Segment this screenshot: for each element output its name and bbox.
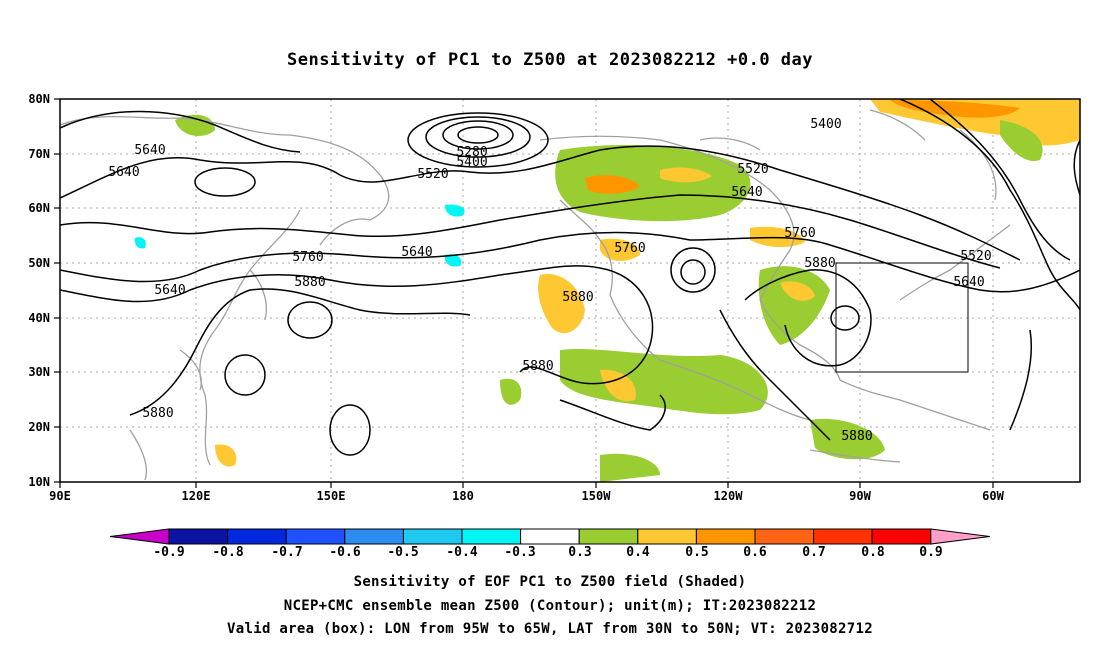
colorbar-swatch	[578, 528, 639, 545]
caption-shaded: Sensitivity of EOF PC1 to Z500 field (Sh…	[353, 574, 747, 590]
lat-label: 50N	[28, 256, 50, 270]
lon-label: 150E	[317, 489, 346, 503]
plot-title: Sensitivity of PC1 to Z500 at 2023082212…	[286, 50, 813, 70]
contour-label: 5640	[731, 185, 762, 200]
contour-label: 5640	[953, 275, 984, 290]
caption-valid-area: Valid area (box): LON from 95W to 65W, L…	[227, 621, 873, 637]
contour-label: 5760	[292, 250, 323, 265]
lat-label: 30N	[28, 365, 50, 379]
colorbar-label: -0.3	[504, 545, 535, 560]
contour-label: 5880	[841, 429, 872, 444]
contour-label: 5640	[401, 245, 432, 260]
contour-labels: 5280 5400 5400 5520 5520 5520 5640 5640 …	[108, 117, 991, 444]
contour-label: 5640	[108, 165, 139, 180]
contour-label: 5880	[294, 275, 325, 290]
plot-frame	[59, 98, 1081, 483]
lon-label: 90E	[49, 489, 71, 503]
contour-label: 5400	[456, 155, 487, 170]
z500-contours	[60, 99, 1080, 456]
colorbar-label: -0.4	[446, 545, 477, 560]
contour-label: 5880	[522, 359, 553, 374]
lat-label: 70N	[28, 147, 50, 161]
colorbar-label: -0.7	[271, 545, 302, 560]
colorbar-label: 0.3	[568, 545, 591, 560]
colorbar-end-right	[930, 528, 990, 545]
colorbar-swatch	[227, 528, 287, 545]
colorbar-swatch	[344, 528, 404, 545]
colorbar-label: 0.7	[802, 545, 825, 560]
colorbar-swatch	[402, 528, 463, 545]
contour-label: 5760	[614, 241, 645, 256]
valid-area-box	[835, 262, 969, 373]
colorbar-label: 0.6	[743, 545, 767, 560]
lat-label: 10N	[28, 475, 50, 489]
contour-label: 5280	[456, 145, 487, 160]
caption-contour: NCEP+CMC ensemble mean Z500 (Contour); u…	[283, 598, 817, 614]
colorbar-label: 0.9	[919, 545, 942, 560]
colorbar-label: 0.5	[685, 545, 708, 560]
lon-label: 60W	[982, 489, 1004, 503]
contour-label: 5520	[417, 167, 448, 182]
lat-label: 20N	[28, 420, 50, 434]
sensitivity-shading	[134, 99, 1080, 482]
lon-label: 120E	[182, 489, 211, 503]
lon-label: 120W	[714, 489, 744, 503]
colorbar-swatch	[695, 528, 756, 545]
lat-label: 40N	[28, 311, 50, 325]
lat-label: 80N	[28, 92, 50, 106]
contour-label: 5880	[142, 406, 173, 421]
latitude-labels: 80N 70N 60N 50N 40N 30N 20N 10N	[28, 92, 50, 489]
axis-ticks	[54, 98, 994, 488]
colorbar-label: -0.6	[329, 545, 360, 560]
contour-label: 5520	[960, 249, 991, 264]
colorbar-swatch	[520, 528, 580, 545]
contour-label: 5880	[562, 290, 593, 305]
colorbar-labels: -0.9 -0.8 -0.7 -0.6 -0.5 -0.4 -0.3 0.3 0…	[153, 545, 942, 560]
colorbar-swatch	[637, 528, 697, 545]
colorbar-swatch	[461, 528, 522, 545]
colorbar-swatch	[285, 528, 346, 545]
colorbar-label: -0.5	[387, 545, 418, 560]
coastlines	[60, 109, 1011, 481]
lat-label: 60N	[28, 201, 50, 215]
colorbar-swatch	[813, 528, 873, 545]
colorbar-label: 0.8	[861, 545, 885, 560]
longitude-labels: 90E 120E 150E 180 150W 120W 90W 60W	[49, 489, 1004, 503]
lon-label: 150W	[582, 489, 612, 503]
contour-label: 5640	[134, 143, 165, 158]
contour-label: 5520	[737, 162, 768, 177]
colorbar-label: -0.8	[212, 545, 243, 560]
lon-label: 180	[452, 489, 474, 503]
lon-label: 90W	[849, 489, 871, 503]
colorbar-end-left	[109, 528, 170, 545]
colorbar-label: 0.4	[626, 545, 650, 560]
colorbar-swatch	[168, 528, 229, 545]
contour-label: 5640	[154, 283, 185, 298]
colorbar-swatch	[871, 528, 932, 545]
colorbar-label: -0.9	[153, 545, 184, 560]
contour-label: 5400	[810, 117, 841, 132]
contour-label: 5760	[784, 226, 815, 241]
contour-label: 5880	[804, 256, 835, 271]
colorbar-swatch	[754, 528, 815, 545]
colorbar	[109, 528, 990, 545]
